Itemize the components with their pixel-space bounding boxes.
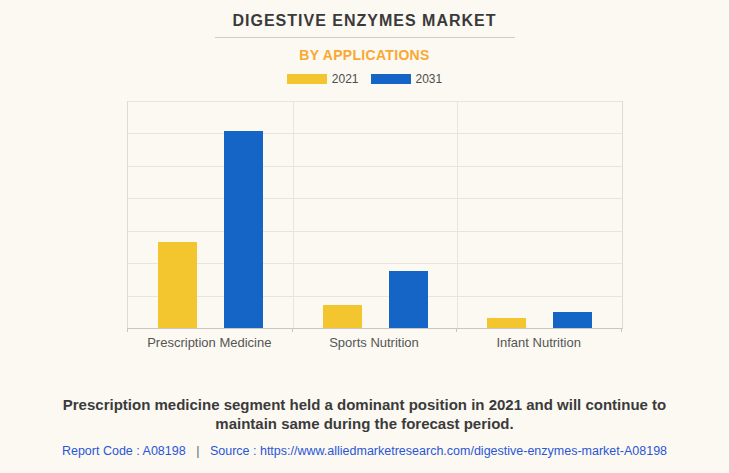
bar-2021-infant-nutrition[interactable] — [487, 318, 526, 328]
x-axis-tick — [621, 328, 622, 332]
v-gridline — [293, 101, 294, 328]
x-axis-labels: Prescription Medicine Sports Nutrition I… — [127, 335, 621, 350]
summary-text: Prescription medicine segment held a dom… — [35, 396, 694, 434]
x-axis-label-sports-nutrition: Sports Nutrition — [292, 335, 457, 350]
h-gridline — [128, 166, 622, 167]
source-url-link[interactable]: https://www.alliedmarketresearch.com/dig… — [260, 444, 667, 458]
x-axis-label-infant-nutrition: Infant Nutrition — [456, 335, 621, 350]
chart-subtitle: BY APPLICATIONS — [0, 47, 729, 63]
legend-label-2031: 2031 — [416, 72, 443, 86]
bar-2031-sports-nutrition[interactable] — [389, 271, 428, 328]
separator: | — [196, 444, 199, 458]
report-chart-page: DIGESTIVE ENZYMES MARKET BY APPLICATIONS… — [0, 0, 730, 473]
legend-swatch-2031 — [371, 74, 411, 84]
legend-item-2031[interactable]: 2031 — [371, 72, 443, 86]
report-code-label: Report Code : — [62, 444, 140, 458]
x-axis-tick — [456, 328, 457, 332]
title-divider — [215, 37, 515, 38]
bar-2021-prescription-medicine[interactable] — [158, 242, 197, 328]
legend-swatch-2021 — [287, 74, 327, 84]
page-title: DIGESTIVE ENZYMES MARKET — [0, 12, 729, 30]
h-gridline — [128, 198, 622, 199]
x-axis-label-prescription-medicine: Prescription Medicine — [127, 335, 292, 350]
legend-label-2021: 2021 — [332, 72, 359, 86]
chart-legend: 2021 2031 — [0, 72, 729, 86]
h-gridline — [128, 263, 622, 264]
report-source-line: Report Code : A08198 | Source : https://… — [0, 444, 729, 458]
bar-2031-prescription-medicine[interactable] — [224, 131, 263, 328]
bar-2031-infant-nutrition[interactable] — [553, 312, 592, 328]
x-axis-tick — [127, 328, 128, 332]
chart-header: DIGESTIVE ENZYMES MARKET BY APPLICATIONS… — [0, 0, 729, 86]
h-gridline — [128, 231, 622, 232]
v-gridline — [457, 101, 458, 328]
h-gridline — [128, 101, 622, 102]
source-label: Source : — [210, 444, 257, 458]
report-code-value: A08198 — [143, 444, 186, 458]
h-gridline — [128, 296, 622, 297]
bar-2021-sports-nutrition[interactable] — [323, 305, 362, 328]
h-gridline — [128, 133, 622, 134]
legend-item-2021[interactable]: 2021 — [287, 72, 359, 86]
plot-area — [127, 101, 623, 329]
x-axis-tick — [292, 328, 293, 332]
